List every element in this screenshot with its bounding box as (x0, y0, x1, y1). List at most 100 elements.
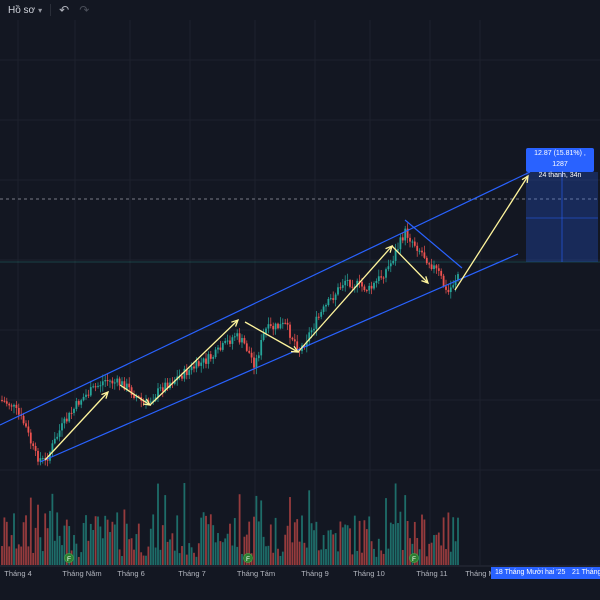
candle-body (233, 336, 236, 338)
volume-bar (193, 552, 195, 565)
volume-bar (358, 520, 361, 565)
volume-bar (293, 522, 296, 565)
volume-bar (29, 497, 32, 565)
volume-bar (421, 514, 423, 565)
date-highlight-end: 21 Tháng (568, 567, 600, 579)
volume-bar (32, 552, 35, 565)
candle-body (305, 341, 308, 347)
volume-bar (20, 546, 23, 565)
volume-bar (22, 522, 25, 565)
candle-body (346, 280, 349, 282)
candle-body (217, 347, 219, 350)
volume-bar (452, 517, 455, 565)
candle-body (32, 443, 35, 446)
volume-bar (97, 516, 99, 565)
volume-bar (245, 534, 248, 565)
volume-bar (404, 495, 407, 565)
volume-bar (341, 527, 344, 565)
volume-bar (325, 549, 327, 565)
volume-bar (449, 551, 452, 565)
volume-bar (409, 538, 411, 565)
candle-body (281, 322, 284, 325)
volume-bar (277, 548, 279, 565)
volume-bar (334, 533, 337, 565)
candle-body (368, 285, 371, 291)
volume-bar (262, 536, 265, 565)
volume-bar (157, 483, 159, 565)
volume-bar (380, 550, 383, 565)
volume-bar (346, 525, 349, 565)
volume-bar (368, 516, 371, 565)
volume-bar (53, 540, 56, 565)
candle-body (224, 340, 227, 344)
volume-bar (109, 532, 111, 565)
candle-body (3, 400, 6, 402)
volume-bar (233, 518, 236, 565)
candle-body (49, 451, 51, 461)
volume-bar (301, 515, 303, 565)
candle-body (238, 333, 241, 343)
candle-body (356, 280, 359, 287)
volume-bar (397, 523, 399, 565)
candle-body (128, 383, 131, 388)
candle-body (190, 366, 193, 371)
candle-body (183, 368, 186, 379)
volume-bar (296, 519, 299, 565)
volume-bar (142, 555, 145, 565)
volume-bar (286, 525, 289, 565)
volume-bar (339, 521, 342, 565)
undo-icon[interactable]: ↶ (59, 3, 70, 17)
volume-bar (99, 526, 102, 565)
volume-bar (125, 523, 128, 565)
candle-body (27, 426, 30, 433)
volume-bar (363, 520, 366, 565)
candle-body (77, 401, 80, 405)
channel-upper-line (0, 171, 531, 426)
volume-bar (147, 546, 150, 565)
candle-body (123, 381, 126, 390)
candle-body (97, 385, 99, 387)
redo-icon[interactable]: ↷ (79, 3, 90, 17)
x-tick-label: Tháng 6 (117, 569, 145, 578)
candle-body (82, 396, 85, 401)
volume-bar (85, 515, 87, 565)
candle-body (113, 382, 116, 384)
candle-body (46, 459, 49, 461)
candle-body (231, 337, 234, 344)
candle-body (63, 418, 66, 424)
trend-line (404, 219, 463, 269)
candle-body (89, 387, 92, 396)
profile-menu[interactable]: Hồ sơ ▾ (8, 5, 42, 16)
volume-bar (130, 538, 133, 565)
arrow-line (244, 321, 299, 353)
volume-bar (305, 547, 308, 565)
candle-body (245, 343, 248, 351)
candle-body (265, 328, 267, 334)
candle-body (133, 394, 135, 398)
candle-body (130, 387, 133, 395)
candle-body (423, 252, 426, 258)
volume-bar (406, 520, 409, 565)
event-marker-label: F (246, 556, 250, 563)
candle-body (53, 438, 56, 444)
candle-body (17, 407, 20, 415)
date-highlight-start: 18 Tháng Mười hai '25 (491, 567, 570, 579)
volume-bar (418, 549, 421, 565)
candle-body (445, 286, 447, 290)
candle-body (209, 354, 212, 359)
candle-body (243, 338, 246, 344)
volume-bar (442, 517, 445, 565)
volume-bar (269, 524, 272, 565)
candle-body (365, 290, 368, 292)
drawings[interactable] (0, 171, 598, 463)
volume-bar (73, 535, 75, 565)
volume-bar (248, 521, 251, 565)
candle-body (195, 361, 198, 369)
candle-body (188, 370, 191, 376)
volume-bar (231, 545, 234, 565)
volume-bar (349, 528, 351, 565)
candle-body (361, 282, 363, 287)
candle-body (269, 324, 272, 326)
